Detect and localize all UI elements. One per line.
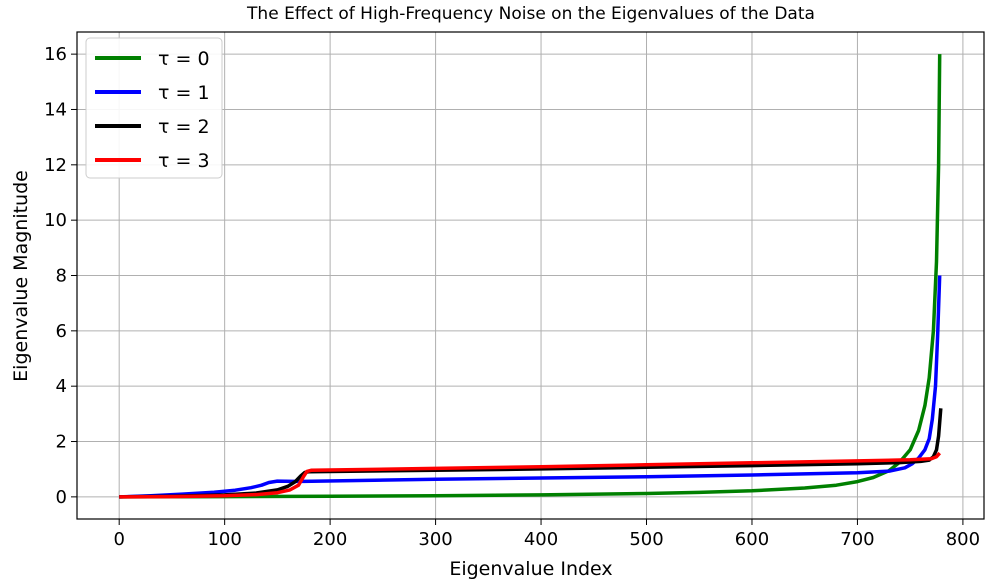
- y-axis-label: Eigenvalue Magnitude: [10, 170, 32, 382]
- y-tick-label: 6: [56, 321, 67, 342]
- legend-box: [85, 37, 223, 179]
- legend: τ = 0 τ = 1 τ = 2 τ = 3: [85, 37, 223, 179]
- legend-label: τ = 2: [158, 116, 210, 138]
- legend-label: τ = 0: [158, 48, 210, 70]
- series-lines: [119, 54, 943, 499]
- legend-label: τ = 3: [158, 150, 210, 172]
- grid: [77, 32, 984, 519]
- x-tick-label: 600: [735, 529, 769, 550]
- x-tick-label: 700: [840, 529, 874, 550]
- y-tick-label: 0: [56, 487, 67, 508]
- x-tick-label: 0: [113, 529, 124, 550]
- chart-title: The Effect of High-Frequency Noise on th…: [246, 4, 815, 24]
- y-tick-label: 14: [44, 99, 67, 120]
- x-tick-label: 400: [524, 529, 558, 550]
- series-line-tau-0: [119, 54, 942, 499]
- x-tick-label: 200: [313, 529, 347, 550]
- y-tick-label: 12: [44, 155, 67, 176]
- y-tick-label: 8: [56, 266, 67, 287]
- x-tick-label: 100: [207, 529, 241, 550]
- series-line-tau-2: [119, 408, 943, 499]
- x-tick-label: 300: [418, 529, 452, 550]
- y-tick-label: 10: [44, 210, 67, 231]
- y-tick-label: 4: [56, 376, 67, 397]
- ticks: 0 100 200 300 400 500 600 700 800 0 2 4 6 8 10 12 14 16: [44, 44, 980, 550]
- x-tick-label: 500: [629, 529, 663, 550]
- series-line-tau-1: [119, 275, 942, 499]
- legend-label: τ = 1: [158, 82, 210, 104]
- x-axis-label: Eigenvalue Index: [449, 558, 612, 580]
- x-tick-label: 800: [946, 529, 980, 550]
- series-line-tau-3: [119, 451, 942, 499]
- y-tick-label: 2: [56, 432, 67, 453]
- y-tick-label: 16: [44, 44, 67, 65]
